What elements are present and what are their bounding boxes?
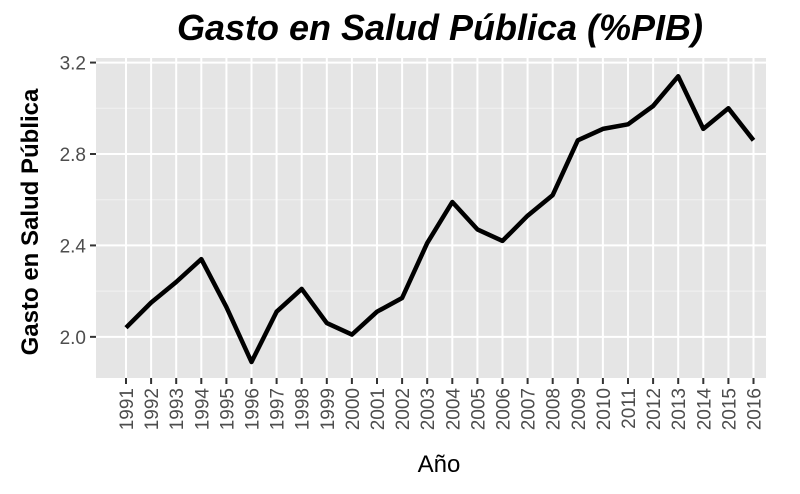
grid-lines <box>96 58 766 378</box>
data-point <box>174 280 178 284</box>
x-tick-label: 1998 <box>293 388 314 430</box>
data-point <box>224 305 228 309</box>
y-tick-label: 2.4 <box>60 236 87 257</box>
data-point <box>752 138 756 142</box>
data-point <box>526 214 530 218</box>
y-axis: 2.0 2.4 2.8 3.2 <box>60 54 96 349</box>
x-tick-label: 2001 <box>368 388 389 430</box>
data-point <box>651 104 655 108</box>
x-tick-label: 2016 <box>745 388 766 430</box>
data-point <box>400 296 404 300</box>
chart-title: Gasto en Salud Pública (%PIB) <box>177 7 703 48</box>
data-point <box>501 239 505 243</box>
y-tick-label: 2.8 <box>60 145 86 166</box>
data-point <box>701 127 705 131</box>
data-point <box>250 360 254 364</box>
x-tick-label: 1994 <box>192 388 213 431</box>
data-point <box>475 227 479 231</box>
data-point <box>450 200 454 204</box>
series-line <box>124 74 756 365</box>
data-point <box>275 310 279 314</box>
data-point <box>425 241 429 245</box>
x-tick-label: 2012 <box>644 388 665 430</box>
x-tick-label: 2007 <box>519 388 540 430</box>
data-point <box>676 74 680 78</box>
x-tick-label: 1997 <box>268 388 289 430</box>
data-point <box>726 106 730 110</box>
x-tick-label: 2009 <box>569 388 590 430</box>
data-point <box>149 301 153 305</box>
y-axis-label: Gasto en Salud Pública <box>17 88 44 355</box>
data-point <box>325 321 329 325</box>
x-tick-label: 1992 <box>142 388 163 430</box>
data-point <box>300 287 304 291</box>
data-point <box>626 122 630 126</box>
plot-panel <box>96 58 766 378</box>
x-tick-label: 2002 <box>393 388 414 430</box>
data-point <box>199 257 203 261</box>
data-point <box>350 333 354 337</box>
x-axis: 1991 1992 1993 1994 1995 1996 1997 1998 1999 2000… <box>117 378 766 430</box>
x-tick-label: 1995 <box>217 388 238 430</box>
x-tick-label: 1996 <box>243 388 264 430</box>
x-tick-label: 2010 <box>594 388 615 430</box>
x-tick-label: 2005 <box>468 388 489 430</box>
x-tick-label: 2013 <box>669 388 690 430</box>
data-point <box>601 127 605 131</box>
y-tick-label: 2.0 <box>60 328 86 349</box>
x-tick-label: 2003 <box>418 388 439 430</box>
x-tick-label: 2014 <box>694 388 715 431</box>
x-tick-label: 1991 <box>117 388 138 430</box>
data-point <box>576 138 580 142</box>
y-tick-label: 3.2 <box>60 54 86 75</box>
x-tick-label: 2015 <box>719 388 740 430</box>
x-tick-label: 2008 <box>544 388 565 430</box>
x-tick-label: 1993 <box>167 388 188 430</box>
data-point <box>551 193 555 197</box>
x-tick-label: 1999 <box>318 388 339 430</box>
x-tick-label: 2000 <box>343 388 364 430</box>
x-tick-label: 2011 <box>619 388 640 429</box>
x-tick-label: 2006 <box>494 388 515 430</box>
x-axis-label: Año <box>418 451 461 478</box>
data-point <box>124 326 128 330</box>
data-point <box>375 310 379 314</box>
x-tick-label: 2004 <box>443 388 464 431</box>
